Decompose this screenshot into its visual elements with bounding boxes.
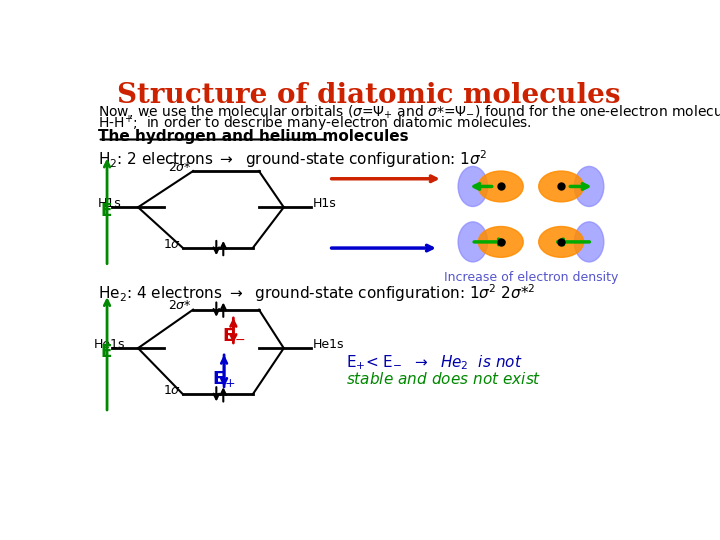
Ellipse shape (458, 166, 487, 206)
Text: H-H$^{+}$;  in order to describe many-electron diatomic molecules.: H-H$^{+}$; in order to describe many-ele… (98, 114, 531, 134)
Text: He$_2$: 4 electrons $\rightarrow$  ground-state configuration: 1$\sigma$$^{2}$ 2: He$_2$: 4 electrons $\rightarrow$ ground… (98, 283, 535, 305)
Text: E: E (101, 202, 112, 220)
Text: H$_2$: 2 electrons $\rightarrow$  ground-state configuration: 1$\sigma$$^{2}$: H$_2$: 2 electrons $\rightarrow$ ground-… (98, 148, 487, 170)
Text: E: E (101, 343, 112, 361)
Ellipse shape (539, 171, 584, 202)
Ellipse shape (575, 222, 604, 262)
Ellipse shape (458, 222, 487, 262)
Text: Increase of electron density: Increase of electron density (444, 271, 618, 284)
Text: The hydrogen and helium molecules: The hydrogen and helium molecules (98, 130, 408, 145)
Ellipse shape (539, 226, 584, 257)
Text: H1s: H1s (98, 197, 122, 210)
Text: 2$\sigma$*: 2$\sigma$* (168, 161, 192, 174)
Text: 2$\sigma$*: 2$\sigma$* (168, 299, 192, 312)
Text: 1$\sigma$: 1$\sigma$ (163, 384, 181, 397)
Ellipse shape (478, 171, 523, 202)
Ellipse shape (575, 166, 604, 206)
Text: Now, we use the molecular orbitals ($\sigma$=$\Psi$$_{+}$ and $\sigma$*=$\Psi$$_: Now, we use the molecular orbitals ($\si… (98, 103, 720, 121)
Text: 1$\sigma$: 1$\sigma$ (163, 238, 181, 251)
Ellipse shape (478, 226, 523, 257)
Text: $\mathit{stable\ and\ does\ not\ exist}$: $\mathit{stable\ and\ does\ not\ exist}$ (346, 372, 541, 387)
Text: E$_{+}$< E$_{-}$  $\rightarrow$  $\mathit{He_2}$  $\mathit{is\ not}$: E$_{+}$< E$_{-}$ $\rightarrow$ $\mathit{… (346, 354, 522, 372)
Text: He1s: He1s (312, 338, 344, 351)
Text: E$_{+}$: E$_{+}$ (212, 369, 236, 389)
Text: Structure of diatomic molecules: Structure of diatomic molecules (117, 82, 621, 109)
Text: E$_{-}$: E$_{-}$ (222, 324, 246, 342)
Text: He1s: He1s (94, 338, 125, 351)
Text: H1s: H1s (312, 197, 336, 210)
